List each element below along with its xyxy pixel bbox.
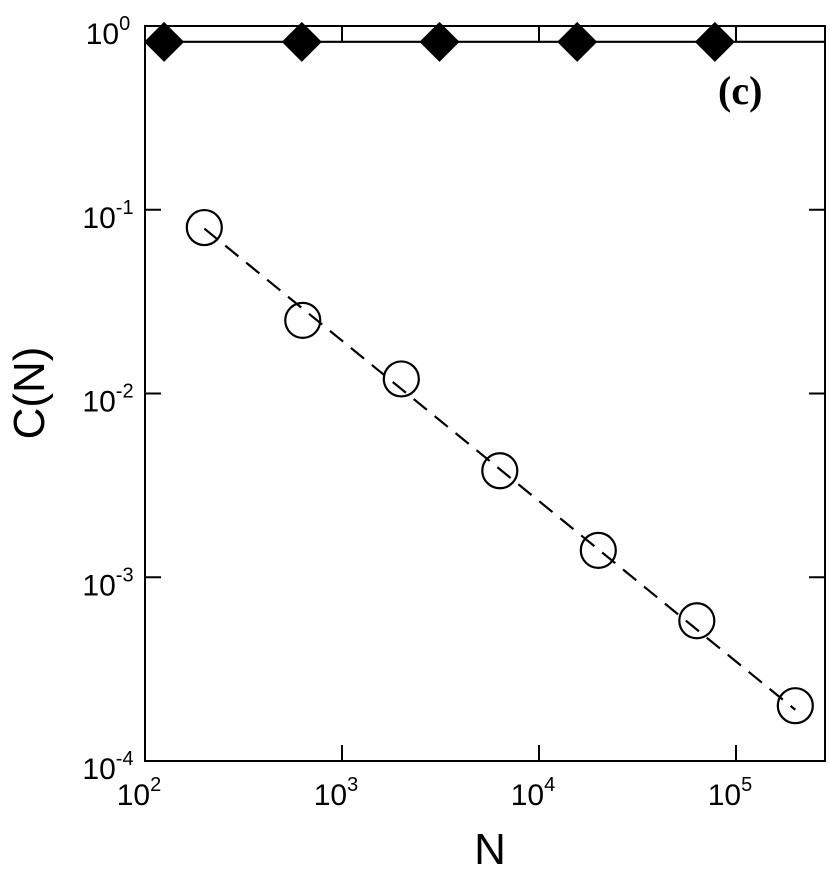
y-tick-label: 10-2 xyxy=(82,381,133,419)
x-tick-label: 103 xyxy=(314,774,359,812)
panel-annotation: (c) xyxy=(718,68,762,113)
axis-ticks xyxy=(144,25,825,762)
x-axis-title: N xyxy=(474,825,506,872)
diamond-point xyxy=(419,21,460,62)
circle-point xyxy=(579,531,617,569)
diamond-point xyxy=(557,21,598,62)
power-law-fit-line xyxy=(203,227,796,711)
y-axis-title: C(N) xyxy=(5,347,54,440)
circle-point xyxy=(382,360,420,398)
y-tick-label: 10-1 xyxy=(82,197,133,235)
tick-labels: 102 103 104 105 10-4 10-3 10-2 10-1 100 xyxy=(82,13,752,812)
y-tick-label: 10-4 xyxy=(82,748,133,786)
circle-point xyxy=(284,301,322,339)
y-tick-label: 100 xyxy=(86,13,131,51)
x-tick-label: 105 xyxy=(708,774,753,812)
circle-point xyxy=(776,687,814,725)
data-marks xyxy=(144,21,814,725)
diamond-point xyxy=(144,21,185,62)
y-tick-label: 10-3 xyxy=(82,564,133,602)
circle-point xyxy=(678,602,716,640)
diamond-point xyxy=(694,21,735,62)
diamond-point xyxy=(281,21,322,62)
circle-point xyxy=(481,452,519,490)
circle-point xyxy=(185,208,223,247)
x-tick-label: 102 xyxy=(117,774,162,812)
x-tick-label: 104 xyxy=(511,774,556,812)
